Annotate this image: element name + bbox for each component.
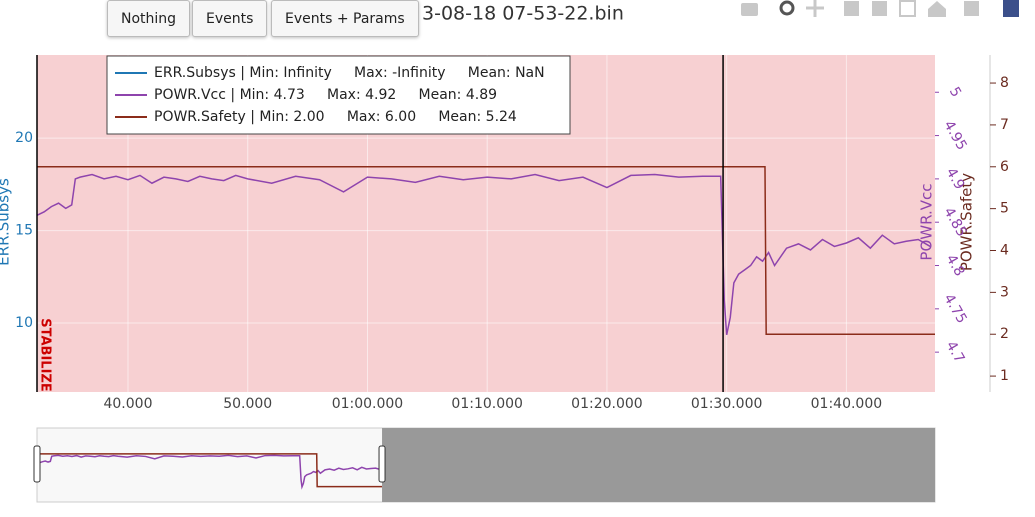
y3-axis-title: POWR.Safety: [958, 173, 976, 271]
autoscale-icon[interactable]: [899, 0, 916, 17]
y2-tick-label: 4.95: [940, 118, 969, 153]
y-tick-label: 20: [15, 130, 33, 146]
legend-box: [106, 55, 571, 135]
y3-tick-label: 6: [1000, 159, 1009, 175]
mode-label: STABILIZE: [38, 318, 53, 391]
y3-tick-label: 2: [1000, 326, 1009, 342]
y3-tick-label: 3: [1000, 284, 1009, 300]
button[interactable]: Nothing: [107, 0, 191, 37]
y2-tick-label: 5: [946, 84, 964, 100]
range-slider-line: [37, 453, 383, 488]
x-tick-label: 01:40.000: [811, 396, 883, 412]
y-axis-title: ERR.Subsys: [0, 178, 13, 266]
y2-tick-label: 4.7: [943, 339, 968, 366]
range-slider-traces: [33, 428, 935, 502]
legend-label: POWR.Safety | Min: 2.00 Max: 6.00 Mean: …: [154, 109, 517, 125]
zoom-icon[interactable]: [779, 0, 795, 16]
button[interactable]: Events: [192, 0, 268, 37]
zoom-in-icon[interactable]: [844, 1, 859, 16]
button[interactable]: Events + Params: [271, 0, 419, 37]
x-tick-label: 01:30.000: [691, 396, 763, 412]
x-tick-label: 01:20.000: [571, 396, 643, 412]
y3-tick-label: 8: [1000, 75, 1009, 91]
plotly-logo[interactable]: [1003, 0, 1019, 17]
range-slider-mask: [382, 428, 935, 502]
camera-icon[interactable]: [741, 3, 758, 16]
legend: ERR.Subsys | Min: Infinity Max: -Infinit…: [106, 55, 571, 135]
toolbar: [741, 0, 1019, 17]
range-slider-handle[interactable]: [33, 445, 41, 483]
y-tick-label: 10: [15, 315, 33, 331]
x-tick-label: 01:10.000: [451, 396, 523, 412]
legend-label: ERR.Subsys | Min: Infinity Max: -Infinit…: [154, 65, 545, 81]
y3-tick-label: 5: [1000, 201, 1009, 217]
plot-area: [36, 55, 935, 392]
zoom-out-icon[interactable]: [872, 1, 887, 16]
y-tick-label: 15: [15, 223, 33, 239]
y3-tick-label: 4: [1000, 243, 1009, 259]
save-icon[interactable]: [964, 1, 979, 16]
x-tick-label: 01:00.000: [332, 396, 404, 412]
range-slider-line: [36, 454, 381, 490]
chart-title: 3-08-18 07-53-22.bin: [422, 3, 624, 25]
series-line: [36, 173, 931, 335]
x-tick-label: 50.000: [223, 396, 272, 412]
series-line: [37, 166, 935, 335]
x-tick-label: 40.000: [103, 396, 152, 412]
y2-axis-title: POWR.Vcc: [918, 183, 936, 260]
pan-icon[interactable]: [806, 0, 824, 17]
y3-tick-label: 1: [1000, 368, 1009, 384]
legend-label: POWR.Vcc | Min: 4.73 Max: 4.92 Mean: 4.8…: [154, 87, 497, 103]
home-icon[interactable]: [928, 1, 946, 17]
y3-tick-label: 7: [1000, 117, 1009, 133]
range-slider-handle[interactable]: [378, 445, 386, 483]
y2-tick-label: 4.75: [940, 291, 969, 326]
